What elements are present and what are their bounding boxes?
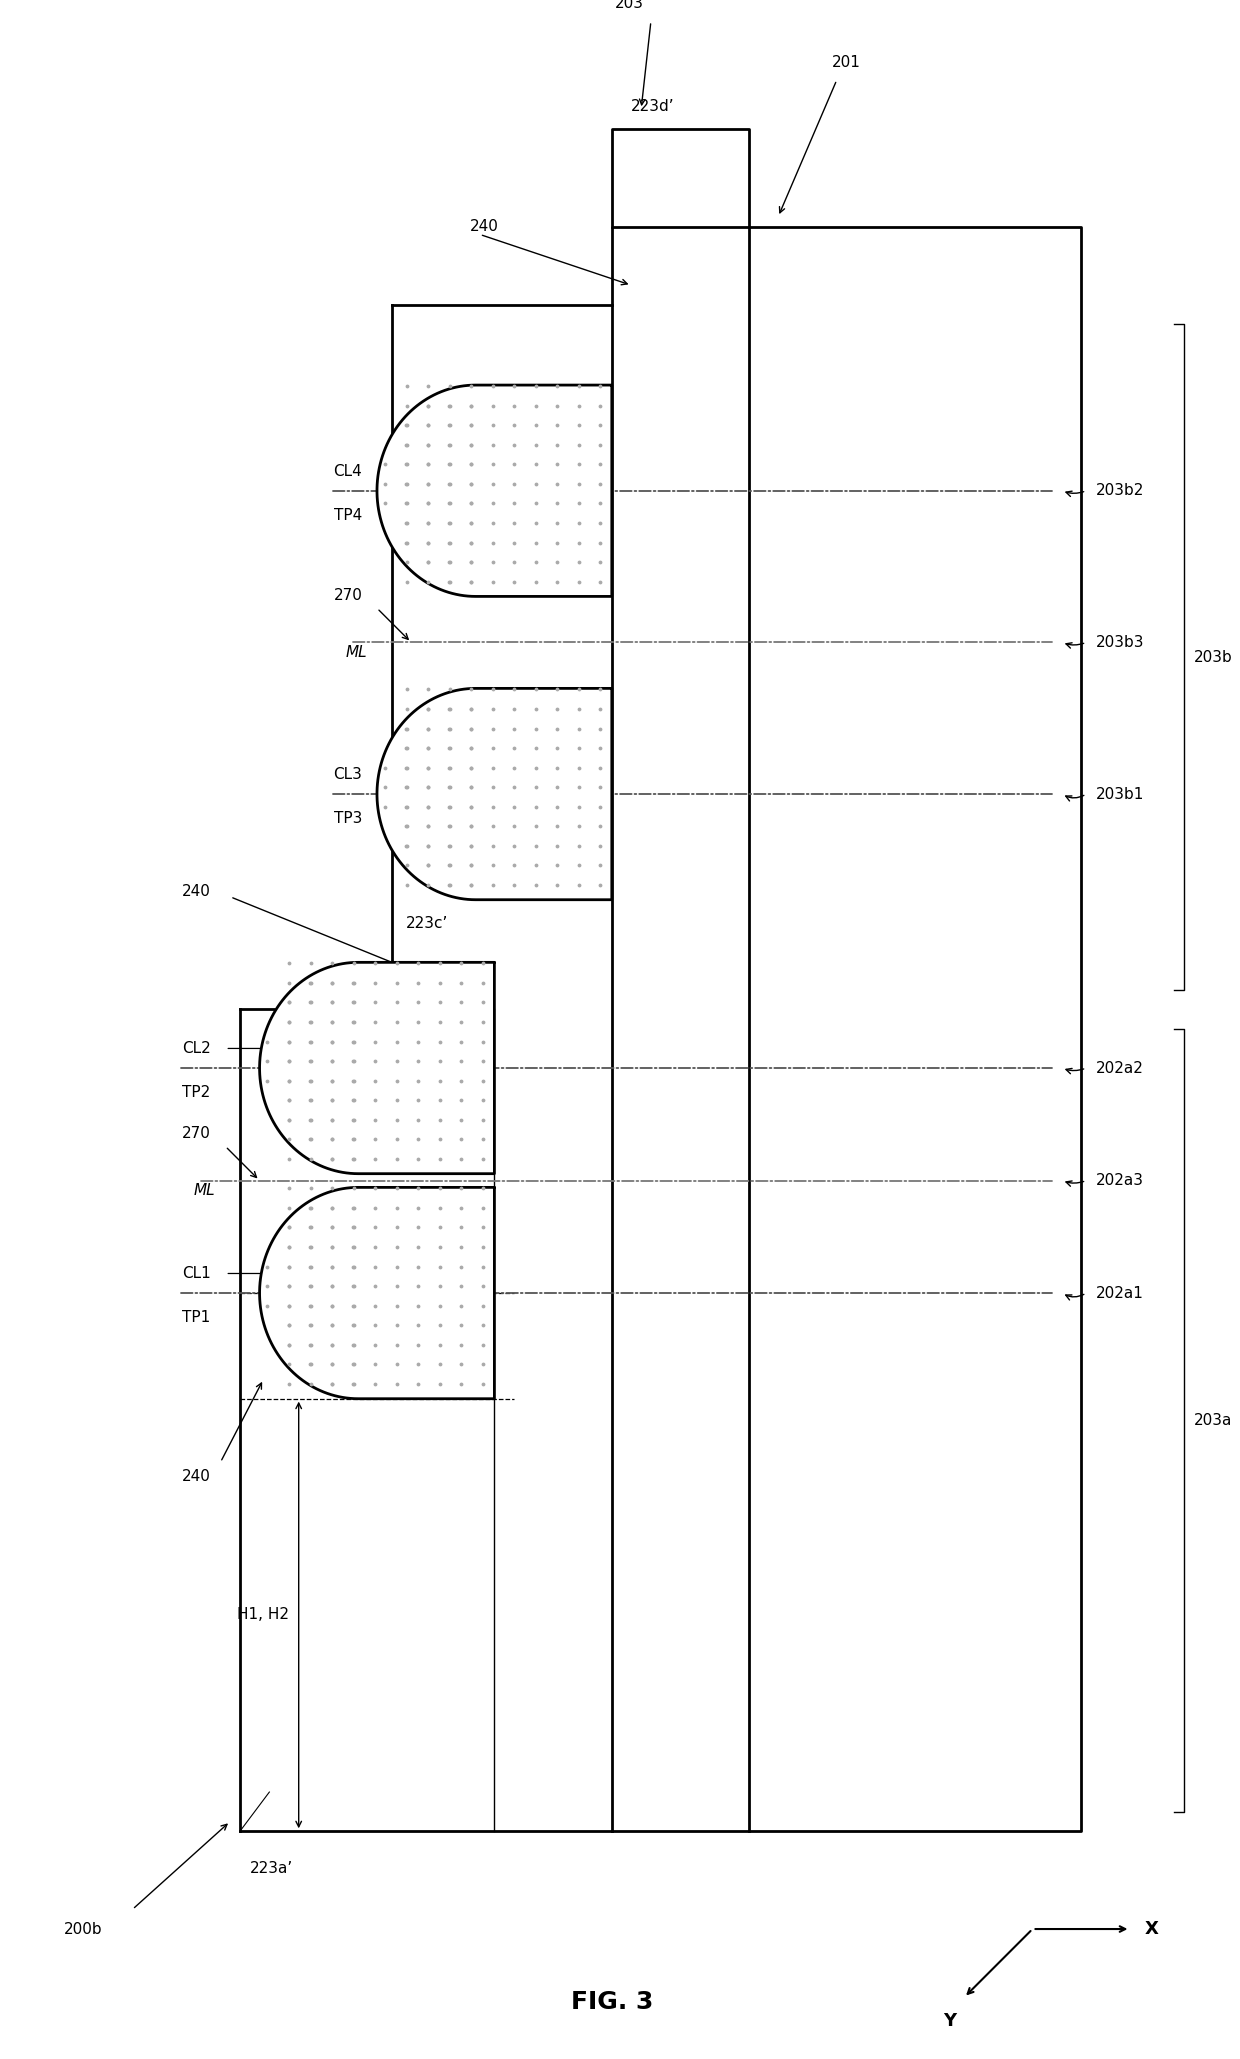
- Text: 202a1: 202a1: [1096, 1285, 1145, 1301]
- Text: 223c’: 223c’: [407, 916, 449, 931]
- Text: CL1: CL1: [182, 1266, 211, 1281]
- Text: 223a’: 223a’: [249, 1861, 293, 1876]
- Text: X: X: [1145, 1921, 1159, 1938]
- Text: 203’: 203’: [615, 0, 649, 10]
- Text: 202a2: 202a2: [1096, 1060, 1145, 1075]
- Text: 203a: 203a: [1194, 1412, 1233, 1427]
- Text: ML: ML: [346, 644, 367, 659]
- Text: CL2: CL2: [182, 1042, 211, 1056]
- Text: FIG. 3: FIG. 3: [570, 1991, 653, 2014]
- Text: 240: 240: [182, 1470, 211, 1485]
- Text: 270: 270: [182, 1126, 211, 1141]
- Text: TP4: TP4: [334, 509, 362, 523]
- Text: H1, H2: H1, H2: [237, 1608, 289, 1622]
- Text: TP2: TP2: [182, 1085, 211, 1100]
- Text: 240: 240: [182, 885, 211, 900]
- Polygon shape: [259, 1188, 495, 1398]
- Text: 203b3: 203b3: [1096, 634, 1145, 651]
- Text: Y: Y: [942, 2012, 956, 2030]
- Polygon shape: [377, 385, 611, 597]
- Text: 203b: 203b: [1194, 649, 1233, 665]
- Text: 223b’: 223b’: [339, 974, 382, 990]
- Text: CL3: CL3: [334, 768, 362, 782]
- Text: TP3: TP3: [334, 811, 362, 826]
- Text: H3: H3: [382, 1338, 403, 1353]
- Text: 223d’: 223d’: [631, 99, 675, 113]
- Polygon shape: [377, 688, 611, 900]
- Text: CL4: CL4: [334, 463, 362, 478]
- Text: TP1: TP1: [182, 1310, 211, 1326]
- Text: 270: 270: [334, 589, 362, 603]
- Text: 203b2: 203b2: [1096, 484, 1145, 498]
- Text: 202a3: 202a3: [1096, 1174, 1145, 1188]
- Text: ML: ML: [193, 1182, 216, 1198]
- Text: 203b1: 203b1: [1096, 787, 1145, 801]
- Text: 201: 201: [832, 56, 861, 70]
- Polygon shape: [259, 962, 495, 1174]
- Text: 240: 240: [470, 218, 498, 235]
- Text: 200b: 200b: [64, 1921, 103, 1938]
